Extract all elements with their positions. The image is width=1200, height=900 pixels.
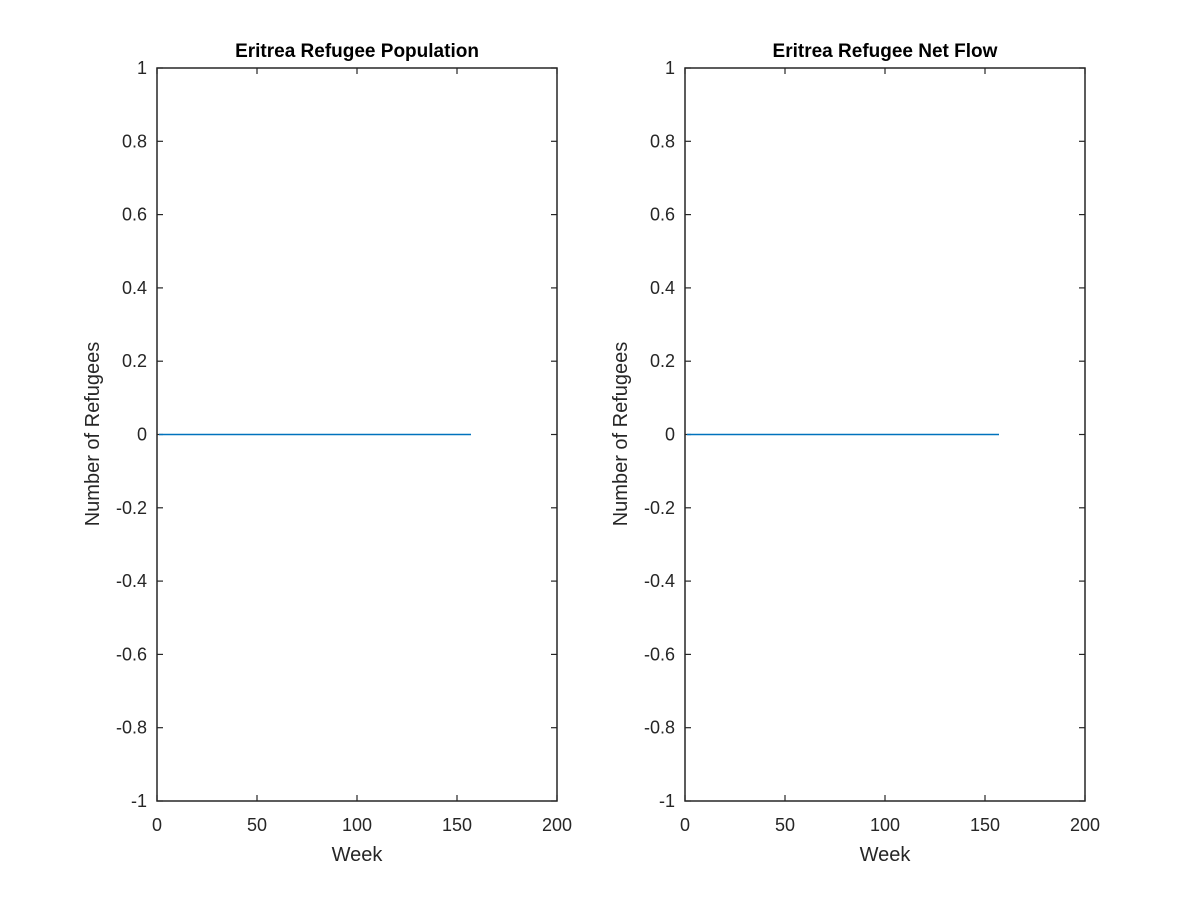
y-tick-label: -0.6	[116, 644, 147, 664]
x-tick-label: 200	[1070, 815, 1100, 835]
x-tick-label: 150	[970, 815, 1000, 835]
y-tick-label: -1	[659, 791, 675, 811]
y-tick-label: -0.4	[644, 571, 675, 591]
y-tick-label: -0.8	[644, 718, 675, 738]
x-tick-label: 150	[442, 815, 472, 835]
y-tick-label: 1	[137, 58, 147, 78]
x-tick-label: 100	[342, 815, 372, 835]
y-tick-label: 0.6	[122, 205, 147, 225]
net-flow-chart: Eritrea Refugee Net Flow Week Number of …	[610, 41, 1100, 866]
y-tick-label: -0.8	[116, 718, 147, 738]
y-axis-label: Number of Refugees	[82, 342, 104, 527]
y-tick-label: -0.4	[116, 571, 147, 591]
y-tick-label: -1	[131, 791, 147, 811]
x-axis-label: Week	[332, 844, 384, 866]
x-axis-label: Week	[860, 844, 912, 866]
y-tick-label: 0.6	[650, 205, 675, 225]
y-tick-label: 0	[137, 425, 147, 445]
y-tick-label: 0.8	[122, 131, 147, 151]
y-tick-label: 0.2	[122, 351, 147, 371]
y-tick-label: 0	[665, 425, 675, 445]
y-tick-label: 0.2	[650, 351, 675, 371]
y-axis-label: Number of Refugees	[610, 342, 632, 527]
x-tick-label: 0	[680, 815, 690, 835]
x-tick-label: 200	[542, 815, 572, 835]
x-tick-label: 0	[152, 815, 162, 835]
x-tick-label: 100	[870, 815, 900, 835]
x-tick-label: 50	[247, 815, 267, 835]
y-tick-label: -0.2	[644, 498, 675, 518]
y-tick-label: 1	[665, 58, 675, 78]
y-tick-label: -0.6	[644, 644, 675, 664]
chart-title: Eritrea Refugee Net Flow	[773, 41, 998, 62]
population-chart: Eritrea Refugee Population Week Number o…	[82, 41, 572, 866]
chart-title: Eritrea Refugee Population	[235, 41, 479, 62]
y-tick-label: 0.4	[650, 278, 675, 298]
y-tick-label: -0.2	[116, 498, 147, 518]
y-tick-label: 0.4	[122, 278, 147, 298]
y-tick-label: 0.8	[650, 131, 675, 151]
x-tick-label: 50	[775, 815, 795, 835]
